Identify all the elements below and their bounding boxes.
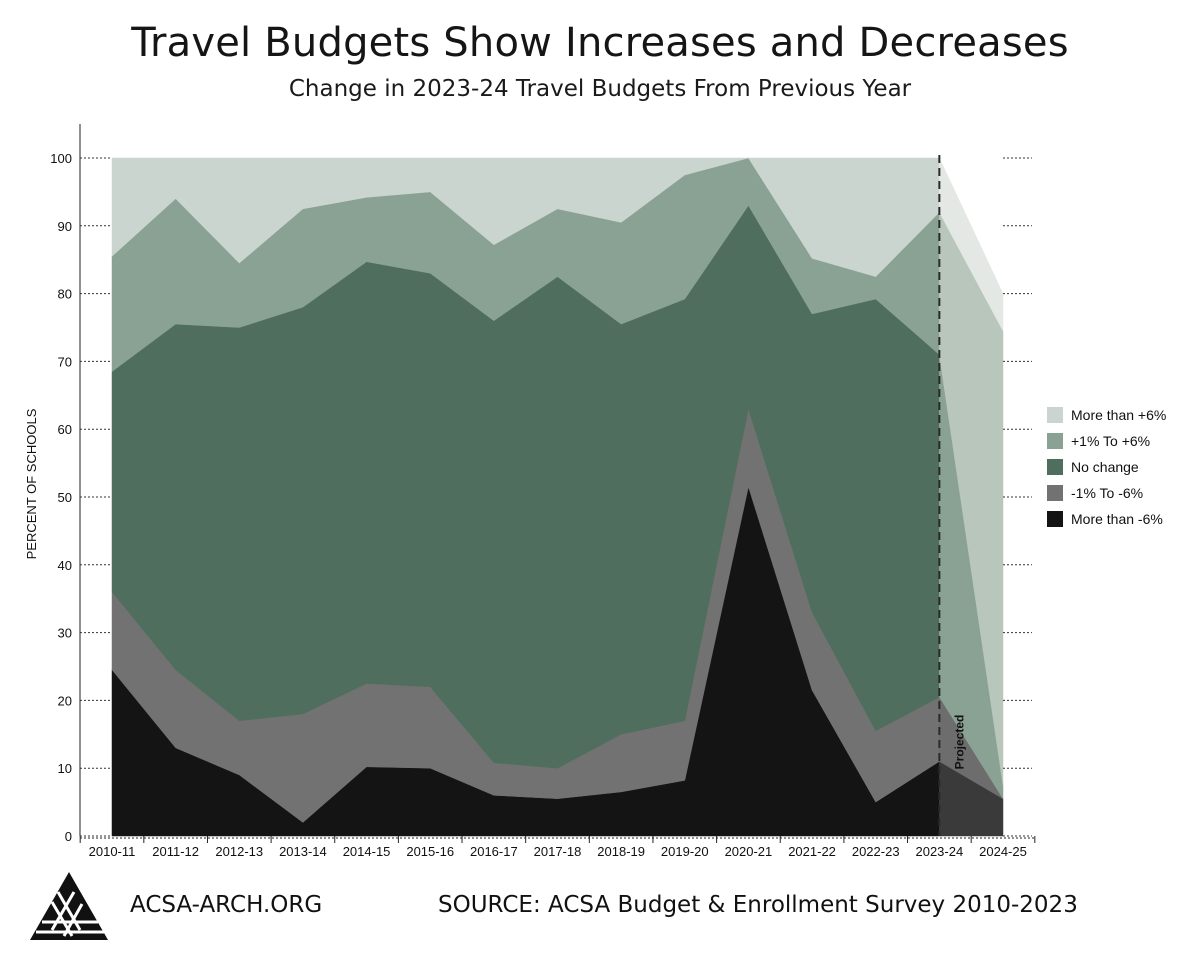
- legend-item-no-change: No change: [1047, 454, 1166, 480]
- x-tick-label-2014-15: 2014-15: [343, 844, 391, 859]
- x-tick-label-2023-24: 2023-24: [915, 844, 963, 859]
- x-tick-label-2024-25: 2024-25: [979, 844, 1027, 859]
- legend-swatch-more-than-6: [1047, 407, 1063, 423]
- x-tick-label-2016-17: 2016-17: [470, 844, 518, 859]
- x-tick-label-2012-13: 2012-13: [215, 844, 263, 859]
- x-tick-label-2021-22: 2021-22: [788, 844, 836, 859]
- y-axis-label: PERCENT OF SCHOOLS: [24, 408, 39, 559]
- legend-swatch-1-to-6: [1047, 485, 1063, 501]
- acsa-triangle-logo-icon: [28, 870, 110, 946]
- x-tick-label-2022-23: 2022-23: [852, 844, 900, 859]
- legend-item-more-than-6: More than -6%: [1047, 506, 1166, 532]
- x-tick-label-2020-21: 2020-21: [725, 844, 773, 859]
- x-tick-label-2018-19: 2018-19: [597, 844, 645, 859]
- x-tick-label-2011-12: 2011-12: [152, 844, 199, 859]
- legend-item-1-to-6: -1% To -6%: [1047, 480, 1166, 506]
- x-tick-label-2010-11: 2010-11: [89, 844, 136, 859]
- legend-swatch-no-change: [1047, 459, 1063, 475]
- legend-swatch-1-to-6: [1047, 433, 1063, 449]
- x-tick-label-2019-20: 2019-20: [661, 844, 709, 859]
- y-tick-label-50: 50: [58, 490, 72, 505]
- y-tick-label-60: 60: [58, 422, 72, 437]
- y-tick-label-0: 0: [65, 829, 72, 844]
- legend-item-more-than-6: More than +6%: [1047, 402, 1166, 428]
- legend-label-more-than-6: More than -6%: [1071, 511, 1163, 527]
- x-tick-label-2015-16: 2015-16: [406, 844, 454, 859]
- footer-site-link[interactable]: ACSA-ARCH.ORG: [130, 892, 323, 918]
- legend-label-more-than-6: More than +6%: [1071, 407, 1167, 423]
- y-tick-label-90: 90: [58, 219, 72, 234]
- y-tick-label-20: 20: [58, 693, 72, 708]
- legend-swatch-more-than-6: [1047, 511, 1063, 527]
- y-tick-label-10: 10: [58, 761, 72, 776]
- projected-label: Projected: [952, 715, 966, 770]
- legend-label-1-to-6: +1% To +6%: [1071, 433, 1151, 449]
- y-tick-label-80: 80: [58, 287, 72, 302]
- chart-subtitle: Change in 2023-24 Travel Budgets From Pr…: [288, 76, 912, 102]
- legend-label-1-to-6: -1% To -6%: [1071, 485, 1144, 501]
- y-tick-label-100: 100: [50, 151, 72, 166]
- y-tick-label-30: 30: [58, 626, 72, 641]
- x-tick-label-2017-18: 2017-18: [534, 844, 582, 859]
- y-tick-label-70: 70: [58, 354, 72, 369]
- legend: More than +6% +1% To +6% No change -1% To -…: [1047, 402, 1166, 532]
- y-tick-label-40: 40: [58, 558, 72, 573]
- chart-title: Travel Budgets Show Increases and Decrea…: [131, 20, 1069, 66]
- x-tick-label-2013-14: 2013-14: [279, 844, 327, 859]
- legend-label-no-change: No change: [1071, 459, 1139, 475]
- footer-source-note: SOURCE: ACSA Budget & Enrollment Survey …: [438, 892, 1078, 918]
- legend-item-1-to-6: +1% To +6%: [1047, 428, 1166, 454]
